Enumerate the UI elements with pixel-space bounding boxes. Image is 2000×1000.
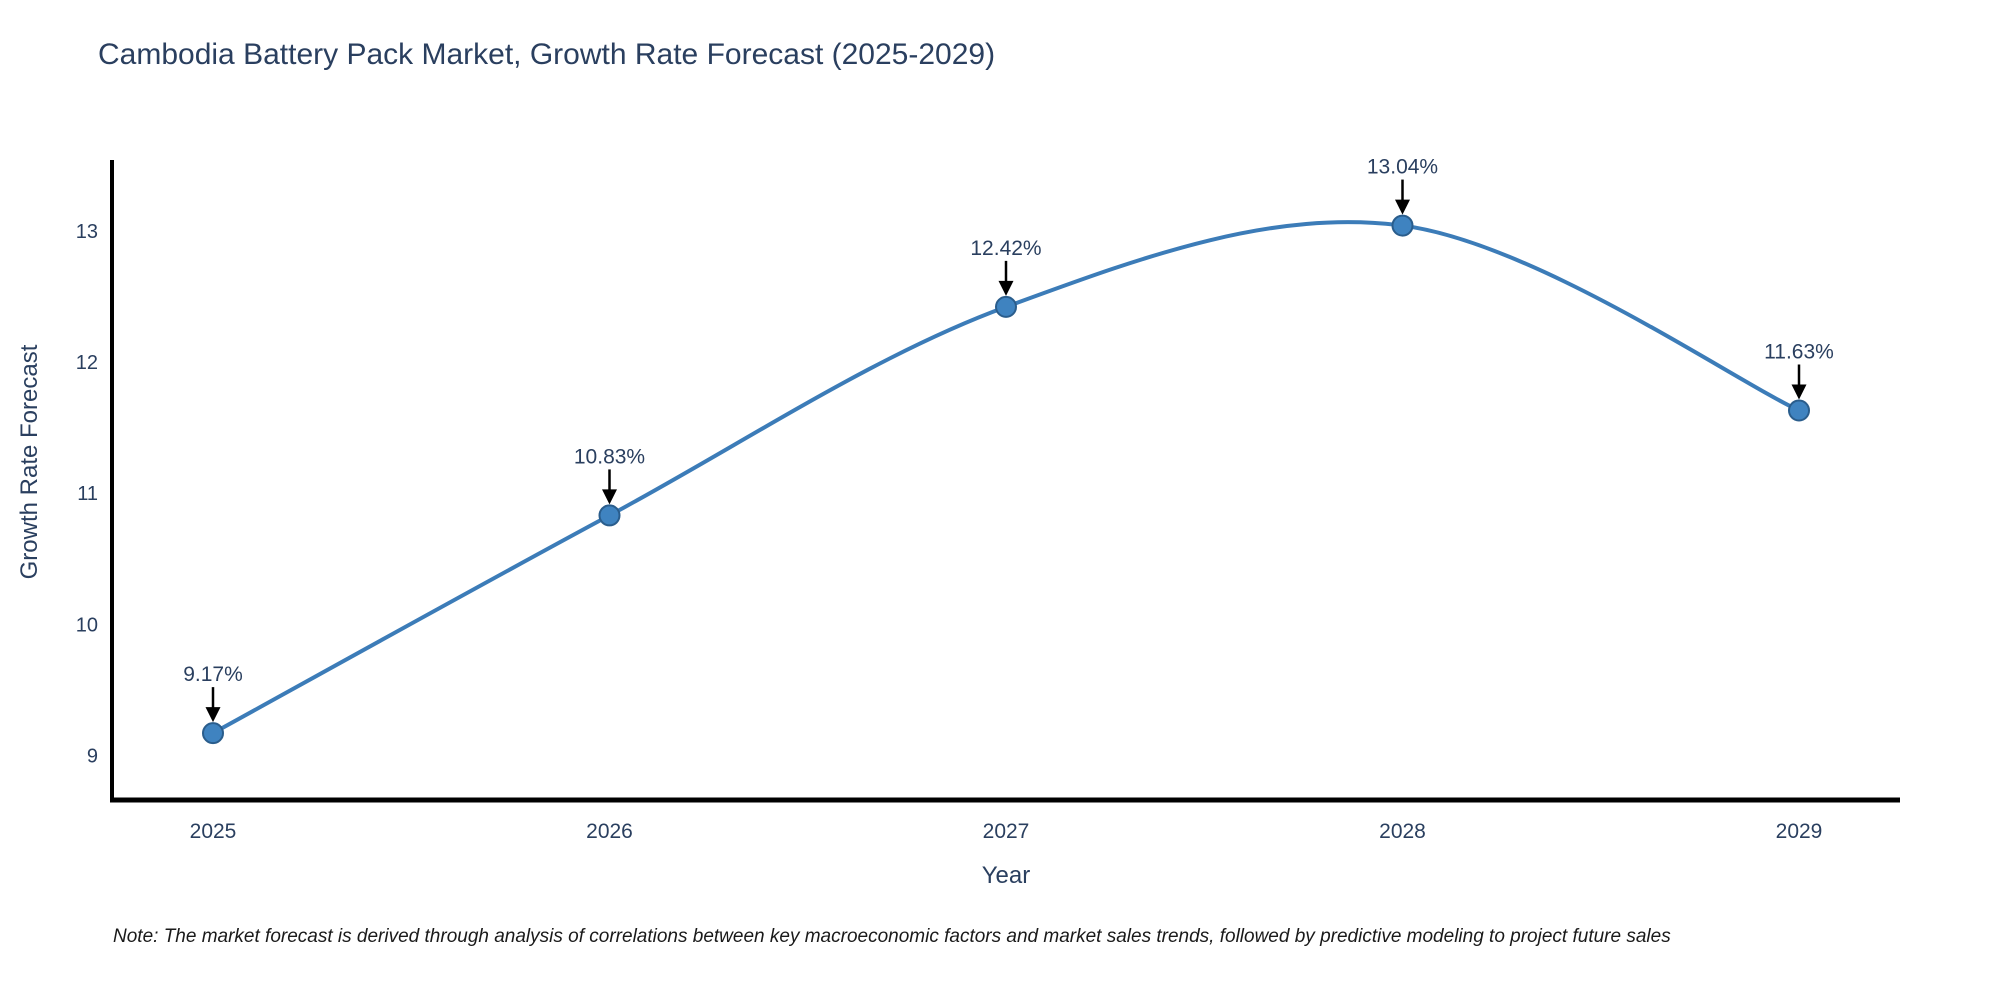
- y-tick-label: 11: [77, 483, 98, 505]
- data-point-marker: [1391, 214, 1414, 237]
- x-tick-label: 2029: [1776, 820, 1823, 843]
- y-tick-label: 9: [87, 745, 98, 767]
- data-point-marker: [202, 722, 224, 745]
- annotation-label: 9.17%: [183, 663, 243, 686]
- y-tick-label: 10: [76, 614, 98, 636]
- x-tick-label: 2027: [983, 820, 1030, 843]
- annotation-label: 13.04%: [1367, 156, 1438, 179]
- footnote: Note: The market forecast is derived thr…: [113, 926, 1671, 947]
- y-tick-label: 13: [76, 221, 98, 243]
- y-axis-title: Growth Rate Forecast: [16, 344, 43, 580]
- annotation-arrowhead: [205, 707, 221, 723]
- data-point-marker: [598, 504, 621, 527]
- annotation-arrowhead: [1395, 199, 1410, 215]
- annotation-arrowhead: [1791, 384, 1807, 400]
- annotation-label: 10.83%: [574, 445, 645, 468]
- data-point-marker: [995, 295, 1017, 318]
- annotation-label: 12.42%: [970, 237, 1041, 260]
- x-axis-title: Year: [981, 862, 1031, 889]
- annotation-arrowhead: [602, 489, 617, 505]
- x-tick-label: 2028: [1379, 820, 1426, 843]
- annotation-label: 11.63%: [1764, 340, 1834, 363]
- annotation-arrowhead: [998, 280, 1014, 296]
- data-point-marker: [1788, 399, 1810, 422]
- x-tick-label: 2026: [586, 820, 633, 843]
- y-tick-label: 12: [76, 352, 98, 374]
- chart-title: Cambodia Battery Pack Market, Growth Rat…: [98, 38, 996, 71]
- x-tick-label: 2025: [190, 820, 237, 843]
